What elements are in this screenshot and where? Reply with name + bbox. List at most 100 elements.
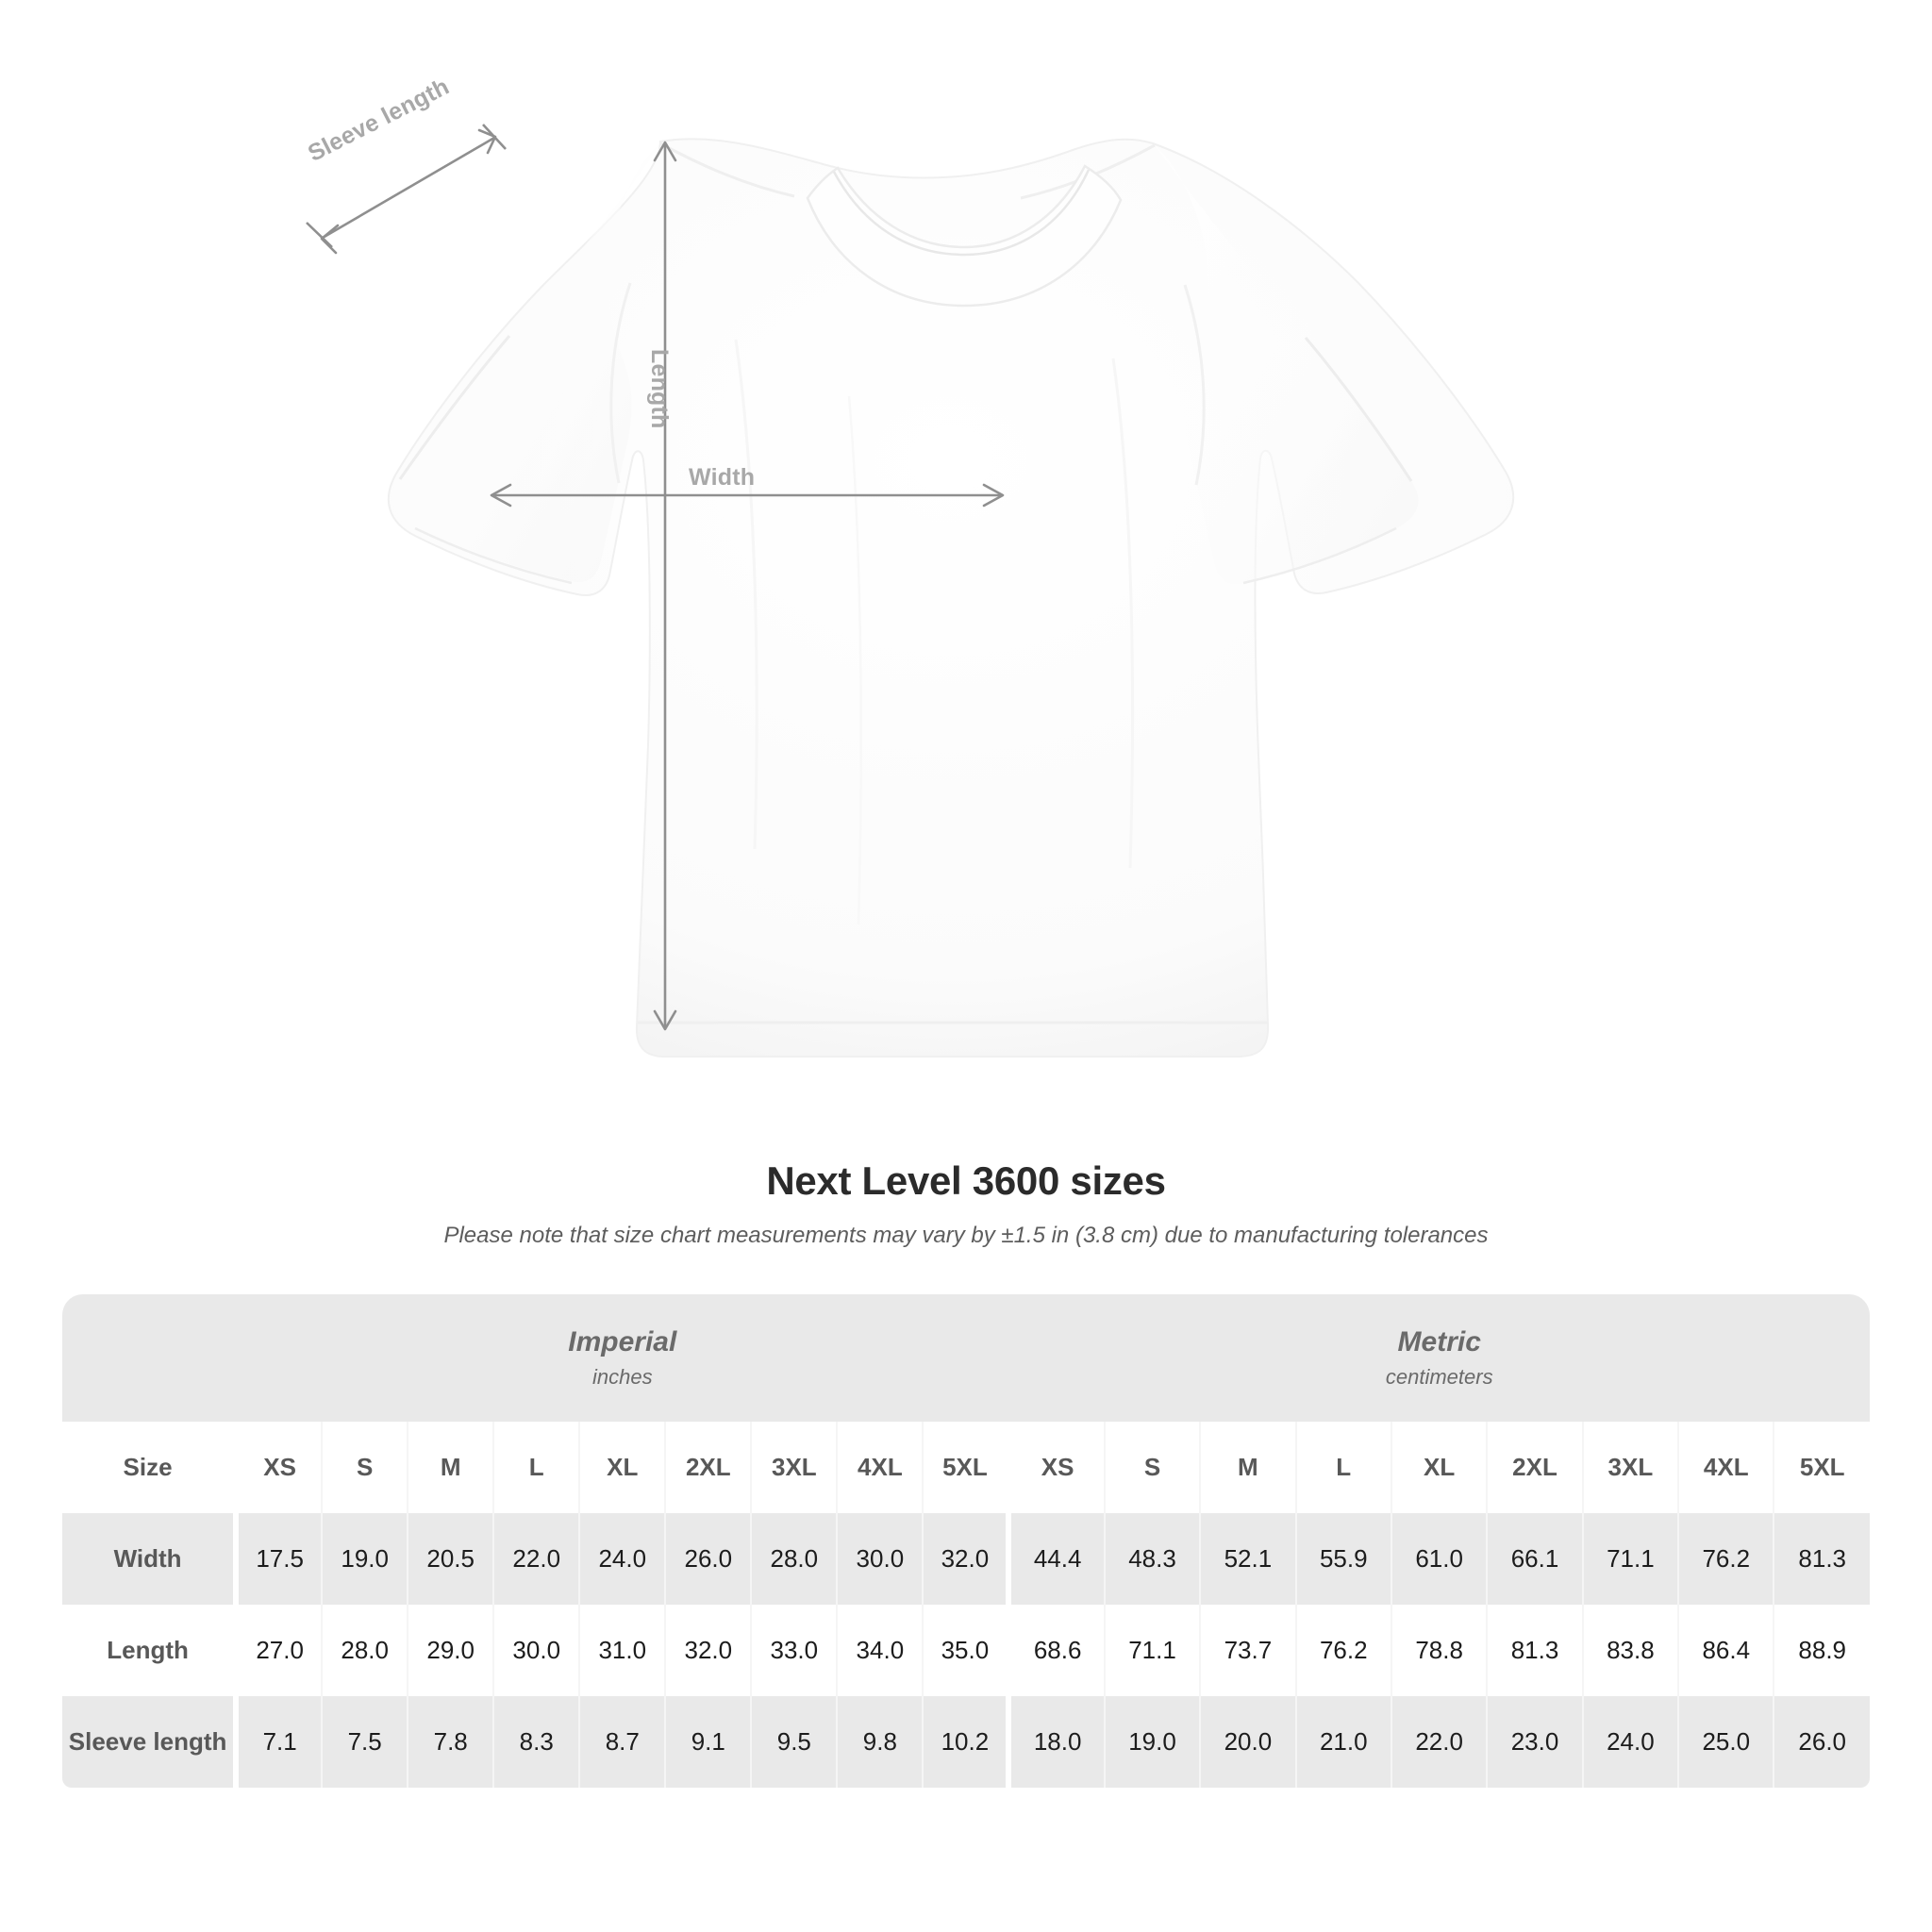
row-label-width: Width bbox=[62, 1513, 237, 1605]
cell-length-imperial-2xl: 32.0 bbox=[664, 1605, 752, 1696]
cell-sleeve-imperial-s: 7.5 bbox=[321, 1696, 408, 1788]
cell-sleeve-metric-5xl: 26.0 bbox=[1773, 1696, 1870, 1788]
size-col-metric-2xl: 2XL bbox=[1486, 1422, 1583, 1513]
size-chart-table-wrapper: Imperial inches Metric centimeters Size … bbox=[62, 1294, 1870, 1788]
cell-width-metric-5xl: 81.3 bbox=[1773, 1513, 1870, 1605]
cell-sleeve-metric-3xl: 24.0 bbox=[1581, 1696, 1679, 1788]
cell-length-metric-xs: 68.6 bbox=[1006, 1605, 1105, 1696]
cell-sleeve-imperial-3xl: 9.5 bbox=[750, 1696, 838, 1788]
cell-width-imperial-xs: 17.5 bbox=[233, 1513, 323, 1605]
cell-width-metric-l: 55.9 bbox=[1294, 1513, 1391, 1605]
cell-width-imperial-s: 19.0 bbox=[321, 1513, 408, 1605]
cell-length-metric-5xl: 88.9 bbox=[1773, 1605, 1870, 1696]
unit-group-imperial-sub: inches bbox=[591, 1365, 653, 1389]
unit-header-row: Imperial inches Metric centimeters bbox=[62, 1294, 1870, 1422]
length-arrow bbox=[653, 141, 677, 1031]
cell-width-metric-2xl: 66.1 bbox=[1486, 1513, 1583, 1605]
size-col-metric-xl: XL bbox=[1390, 1422, 1488, 1513]
cell-width-imperial-4xl: 30.0 bbox=[836, 1513, 924, 1605]
width-label: Width bbox=[689, 464, 756, 491]
cell-length-imperial-m: 29.0 bbox=[407, 1605, 494, 1696]
shirt-body-shape bbox=[387, 138, 1515, 1058]
cell-sleeve-imperial-4xl: 9.8 bbox=[836, 1696, 924, 1788]
cell-length-metric-m: 73.7 bbox=[1199, 1605, 1296, 1696]
cell-sleeve-metric-m: 20.0 bbox=[1199, 1696, 1296, 1788]
cell-sleeve-imperial-xs: 7.1 bbox=[233, 1696, 323, 1788]
size-col-imperial-m: M bbox=[407, 1422, 494, 1513]
size-chart-table: Imperial inches Metric centimeters Size … bbox=[62, 1294, 1870, 1788]
cell-length-imperial-xl: 31.0 bbox=[578, 1605, 666, 1696]
size-row-label: Size bbox=[62, 1422, 237, 1513]
row-label-sleeve-length: Sleeve length bbox=[62, 1696, 237, 1788]
cell-width-imperial-5xl: 32.0 bbox=[922, 1513, 1009, 1605]
measurement-arrows bbox=[306, 124, 1005, 1031]
size-col-metric-5xl: 5XL bbox=[1773, 1422, 1870, 1513]
cell-width-metric-4xl: 76.2 bbox=[1677, 1513, 1774, 1605]
cell-sleeve-imperial-m: 7.8 bbox=[407, 1696, 494, 1788]
cell-length-imperial-l: 30.0 bbox=[492, 1605, 580, 1696]
cell-length-imperial-5xl: 35.0 bbox=[922, 1605, 1009, 1696]
size-col-metric-s: S bbox=[1103, 1422, 1201, 1513]
cell-length-imperial-s: 28.0 bbox=[321, 1605, 408, 1696]
size-col-metric-m: M bbox=[1199, 1422, 1296, 1513]
size-col-imperial-2xl: 2XL bbox=[664, 1422, 752, 1513]
size-col-imperial-4xl: 4XL bbox=[836, 1422, 924, 1513]
table-row-width: Width 17.5 19.0 20.5 22.0 24.0 26.0 28.0… bbox=[62, 1513, 1870, 1605]
size-col-metric-xs: XS bbox=[1006, 1422, 1105, 1513]
cell-length-metric-xl: 78.8 bbox=[1390, 1605, 1488, 1696]
cell-sleeve-metric-4xl: 25.0 bbox=[1677, 1696, 1774, 1788]
cell-sleeve-metric-xl: 22.0 bbox=[1390, 1696, 1488, 1788]
page-title: Next Level 3600 sizes bbox=[766, 1158, 1166, 1203]
cell-sleeve-metric-2xl: 23.0 bbox=[1486, 1696, 1583, 1788]
cell-length-imperial-3xl: 33.0 bbox=[750, 1605, 838, 1696]
cell-width-imperial-3xl: 28.0 bbox=[750, 1513, 838, 1605]
cell-width-metric-xs: 44.4 bbox=[1006, 1513, 1105, 1605]
cell-width-imperial-m: 20.5 bbox=[407, 1513, 494, 1605]
cell-sleeve-imperial-xl: 8.7 bbox=[578, 1696, 666, 1788]
size-header-row: Size XS S M L XL 2XL 3XL 4XL 5XL XS S M … bbox=[62, 1422, 1870, 1513]
size-col-imperial-xl: XL bbox=[578, 1422, 666, 1513]
sleeve-length-arrow bbox=[306, 124, 507, 255]
cell-width-metric-s: 48.3 bbox=[1103, 1513, 1201, 1605]
cell-width-imperial-xl: 24.0 bbox=[578, 1513, 666, 1605]
unit-group-imperial-name: Imperial bbox=[568, 1326, 677, 1357]
unit-group-metric-sub: centimeters bbox=[1385, 1365, 1493, 1389]
cell-sleeve-metric-xs: 18.0 bbox=[1006, 1696, 1105, 1788]
tolerance-note: Please note that size chart measurements… bbox=[443, 1223, 1489, 1248]
cell-length-metric-l: 76.2 bbox=[1294, 1605, 1391, 1696]
cell-length-metric-2xl: 81.3 bbox=[1486, 1605, 1583, 1696]
cell-sleeve-metric-s: 19.0 bbox=[1103, 1696, 1201, 1788]
unit-group-metric: Metric centimeters bbox=[1008, 1294, 1870, 1422]
cell-length-imperial-xs: 27.0 bbox=[233, 1605, 323, 1696]
width-arrow bbox=[490, 483, 1005, 508]
cell-length-metric-4xl: 86.4 bbox=[1677, 1605, 1774, 1696]
row-label-length: Length bbox=[62, 1605, 237, 1696]
cell-length-metric-s: 71.1 bbox=[1103, 1605, 1201, 1696]
size-col-metric-4xl: 4XL bbox=[1677, 1422, 1774, 1513]
size-col-metric-l: L bbox=[1294, 1422, 1391, 1513]
cell-width-imperial-2xl: 26.0 bbox=[664, 1513, 752, 1605]
size-col-imperial-xs: XS bbox=[233, 1422, 323, 1513]
tshirt-diagram: Sleeve length Length Width bbox=[304, 74, 1515, 1058]
table-row-length: Length 27.0 28.0 29.0 30.0 31.0 32.0 33.… bbox=[62, 1605, 1870, 1696]
title-block: Next Level 3600 sizes Please note that s… bbox=[0, 1158, 1932, 1249]
cell-sleeve-imperial-2xl: 9.1 bbox=[664, 1696, 752, 1788]
cell-length-imperial-4xl: 34.0 bbox=[836, 1605, 924, 1696]
size-col-imperial-s: S bbox=[321, 1422, 408, 1513]
unit-header-spacer bbox=[62, 1294, 237, 1422]
unit-group-imperial: Imperial inches bbox=[236, 1294, 1009, 1422]
size-col-imperial-5xl: 5XL bbox=[922, 1422, 1009, 1513]
size-col-imperial-l: L bbox=[492, 1422, 580, 1513]
cell-sleeve-metric-l: 21.0 bbox=[1294, 1696, 1391, 1788]
unit-group-metric-name: Metric bbox=[1397, 1326, 1481, 1357]
size-col-metric-3xl: 3XL bbox=[1581, 1422, 1679, 1513]
tshirt-illustration bbox=[306, 124, 1515, 1058]
cell-width-metric-3xl: 71.1 bbox=[1581, 1513, 1679, 1605]
cell-length-metric-3xl: 83.8 bbox=[1581, 1605, 1679, 1696]
cell-sleeve-imperial-5xl: 10.2 bbox=[922, 1696, 1009, 1788]
cell-sleeve-imperial-l: 8.3 bbox=[492, 1696, 580, 1788]
cell-width-imperial-l: 22.0 bbox=[492, 1513, 580, 1605]
table-row-sleeve-length: Sleeve length 7.1 7.5 7.8 8.3 8.7 9.1 9.… bbox=[62, 1696, 1870, 1788]
cell-width-metric-xl: 61.0 bbox=[1390, 1513, 1488, 1605]
size-col-imperial-3xl: 3XL bbox=[750, 1422, 838, 1513]
